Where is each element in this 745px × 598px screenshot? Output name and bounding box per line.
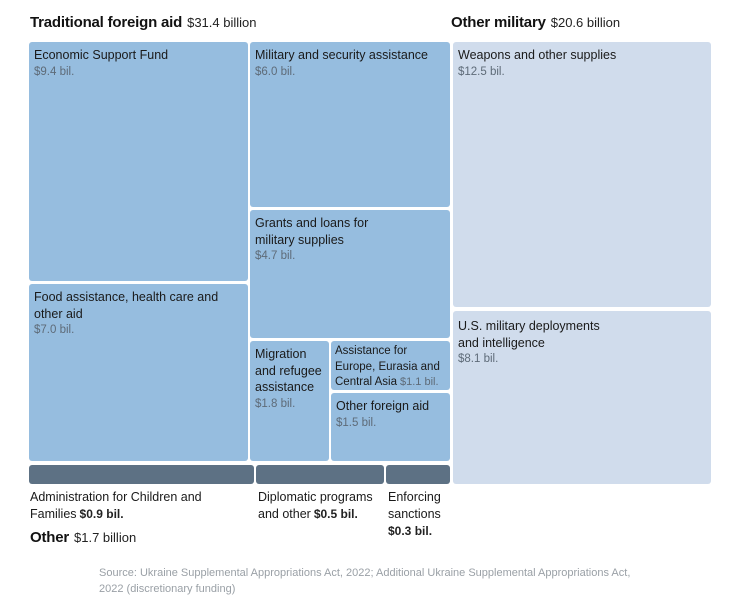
label-diplomatic-programs: Diplomatic programs and other $0.5 bil. xyxy=(258,489,382,523)
group-total: $31.4 billion xyxy=(187,15,257,30)
cell-value: $7.0 bil. xyxy=(34,324,75,336)
cell-label: Military and security assistance xyxy=(255,48,428,62)
cell-europe-eurasia-assistance: Assistance for Europe, Eurasia and Centr… xyxy=(331,341,450,390)
cell-value: $12.5 bil. xyxy=(458,65,505,78)
bar-children-families xyxy=(29,465,254,484)
label-enforcing-sanctions: Enforcing sanctions $0.3 bil. xyxy=(388,489,452,540)
cell-economic-support-fund: Economic Support Fund $9.4 bil. xyxy=(29,42,248,281)
cell-grants-loans-military: Grants and loans for military supplies $… xyxy=(250,210,450,338)
cell-migration-refugee: Migration and refugee assistance $1.8 bi… xyxy=(250,341,329,461)
cell-value: $8.1 bil. xyxy=(458,353,499,365)
cell-value: $4.7 bil. xyxy=(255,250,296,262)
other-item-label: Enforcing sanctions xyxy=(388,490,441,521)
cell-label: Migration and refugee assistance xyxy=(255,347,322,394)
cell-military-security-assistance: Military and security assistance $6.0 bi… xyxy=(250,42,450,207)
other-item-value: $0.5 bil. xyxy=(313,507,358,521)
cell-label: Other foreign aid xyxy=(336,399,430,413)
cell-label: Food assistance, health care and other a… xyxy=(34,290,219,321)
cell-value: $1.1 bil. xyxy=(400,376,439,388)
cell-label-text: Assistance for Europe, Eurasia and Centr… xyxy=(335,345,440,388)
group-header-other: Other $1.7 billion xyxy=(30,529,136,547)
cell-weapons-supplies: Weapons and other supplies $12.5 bil. xyxy=(453,42,711,307)
other-item-value: $0.9 bil. xyxy=(79,507,124,521)
group-title: Other xyxy=(30,529,70,546)
group-title: Traditional foreign aid xyxy=(30,14,183,31)
group-title: Other military xyxy=(451,14,546,31)
cell-value: $1.5 bil. xyxy=(336,416,377,429)
cell-label: Weapons and other supplies xyxy=(458,48,617,62)
cell-label: Assistance for Europe, Eurasia and Centr… xyxy=(335,344,446,390)
cell-label: Economic Support Fund xyxy=(34,48,169,62)
label-children-families: Administration for Children and Families… xyxy=(30,489,215,523)
other-item-label: Administration for Children and Families xyxy=(30,490,202,521)
other-item-value: $0.3 bil. xyxy=(388,524,433,538)
cell-military-deployments: U.S. military deployments and intelligen… xyxy=(453,311,711,484)
cell-value: $1.8 bil. xyxy=(255,397,296,410)
cell-food-health-aid: Food assistance, health care and other a… xyxy=(29,284,248,461)
group-total: $1.7 billion xyxy=(74,530,137,545)
group-header-other-military: Other military $20.6 billion xyxy=(451,14,620,32)
group-total: $20.6 billion xyxy=(550,15,621,30)
bar-enforcing-sanctions xyxy=(386,465,450,484)
cell-value: $9.4 bil. xyxy=(34,65,75,78)
source-note: Source: Ukraine Supplemental Appropriati… xyxy=(99,567,631,595)
cell-value: $6.0 bil. xyxy=(255,65,296,78)
other-item-label: Diplomatic programs and other xyxy=(258,490,373,521)
cell-other-foreign-aid: Other foreign aid $1.5 bil. xyxy=(331,393,450,461)
cell-label: Grants and loans for military supplies xyxy=(255,216,369,247)
group-header-traditional-aid: Traditional foreign aid $31.4 billion xyxy=(30,14,256,32)
cell-label: U.S. military deployments and intelligen… xyxy=(458,319,600,350)
bar-diplomatic-programs xyxy=(256,465,384,484)
